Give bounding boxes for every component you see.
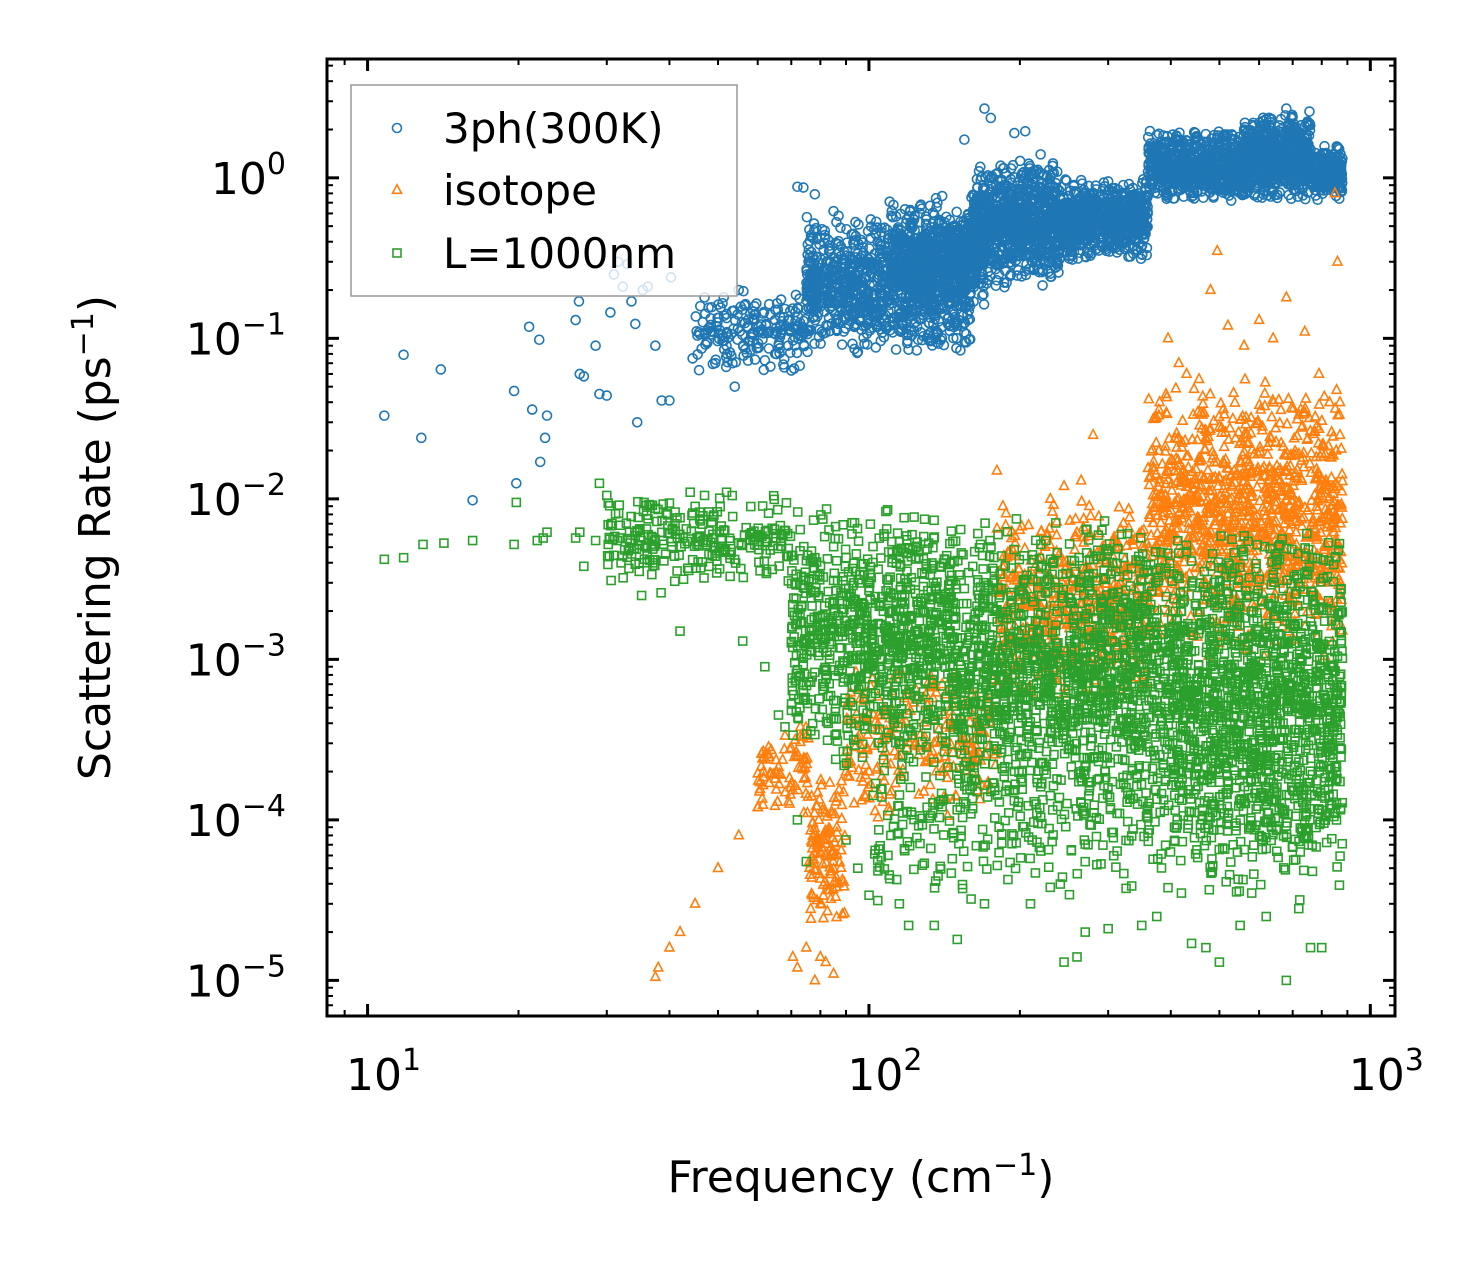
data-point — [720, 361, 732, 373]
data-point — [853, 219, 864, 230]
data-point — [747, 336, 758, 347]
data-point — [702, 325, 713, 336]
data-point — [778, 359, 789, 370]
data-point — [725, 328, 737, 340]
data-point — [815, 338, 826, 349]
data-point — [784, 305, 796, 317]
data-point — [690, 311, 702, 322]
data-point — [694, 300, 706, 312]
data-point — [784, 347, 796, 359]
data-point — [835, 222, 846, 234]
data-point — [750, 308, 762, 320]
data-point — [878, 331, 890, 343]
data-point — [801, 211, 813, 223]
data-point — [786, 325, 797, 337]
data-point — [890, 344, 902, 355]
data-point — [738, 285, 749, 297]
data-point — [836, 339, 848, 350]
data-point — [859, 338, 870, 350]
data-point — [697, 316, 709, 328]
data-point — [759, 355, 771, 366]
data-point — [978, 299, 990, 310]
data-point — [788, 363, 800, 374]
data-point — [749, 315, 760, 326]
data-point — [693, 364, 705, 376]
data-point — [849, 343, 860, 355]
data-point — [742, 314, 754, 325]
data-point — [741, 347, 753, 359]
data-point — [852, 346, 864, 358]
data-point — [763, 298, 775, 310]
data-point — [711, 321, 722, 332]
data-point — [990, 280, 1002, 292]
data-point — [742, 335, 754, 347]
data-point — [753, 342, 764, 353]
data-point — [841, 223, 852, 235]
data-point — [713, 328, 725, 339]
data-point — [770, 304, 781, 316]
data-point — [895, 306, 907, 318]
data-point — [925, 335, 937, 347]
data-point — [758, 308, 769, 319]
data-point — [771, 326, 782, 337]
data-point — [951, 342, 962, 354]
data-point — [911, 321, 923, 333]
data-point — [736, 317, 748, 328]
data-points — [379, 103, 1349, 986]
data-point — [691, 325, 702, 337]
data-point — [749, 354, 761, 365]
data-point — [790, 289, 802, 301]
data-point — [847, 338, 858, 350]
data-point — [791, 347, 803, 359]
data-point — [824, 325, 836, 337]
data-point — [740, 298, 751, 310]
data-point — [1037, 280, 1048, 291]
data-point — [774, 331, 786, 343]
data-point — [703, 302, 714, 313]
data-point — [809, 338, 820, 349]
data-point — [737, 304, 748, 316]
data-point — [709, 357, 721, 369]
data-point — [816, 223, 828, 235]
data-point — [701, 336, 712, 347]
data-point — [751, 298, 762, 309]
data-point — [718, 310, 730, 322]
data-point — [794, 317, 806, 328]
data-point — [771, 298, 783, 309]
data-point — [948, 332, 959, 344]
series-1 — [379, 103, 1348, 506]
data-point — [1304, 106, 1315, 117]
data-point — [787, 303, 799, 314]
data-point — [763, 343, 775, 354]
data-point — [951, 206, 962, 218]
data-point — [807, 232, 819, 244]
data-point — [721, 312, 732, 324]
data-point — [794, 360, 806, 371]
data-point — [742, 355, 754, 366]
